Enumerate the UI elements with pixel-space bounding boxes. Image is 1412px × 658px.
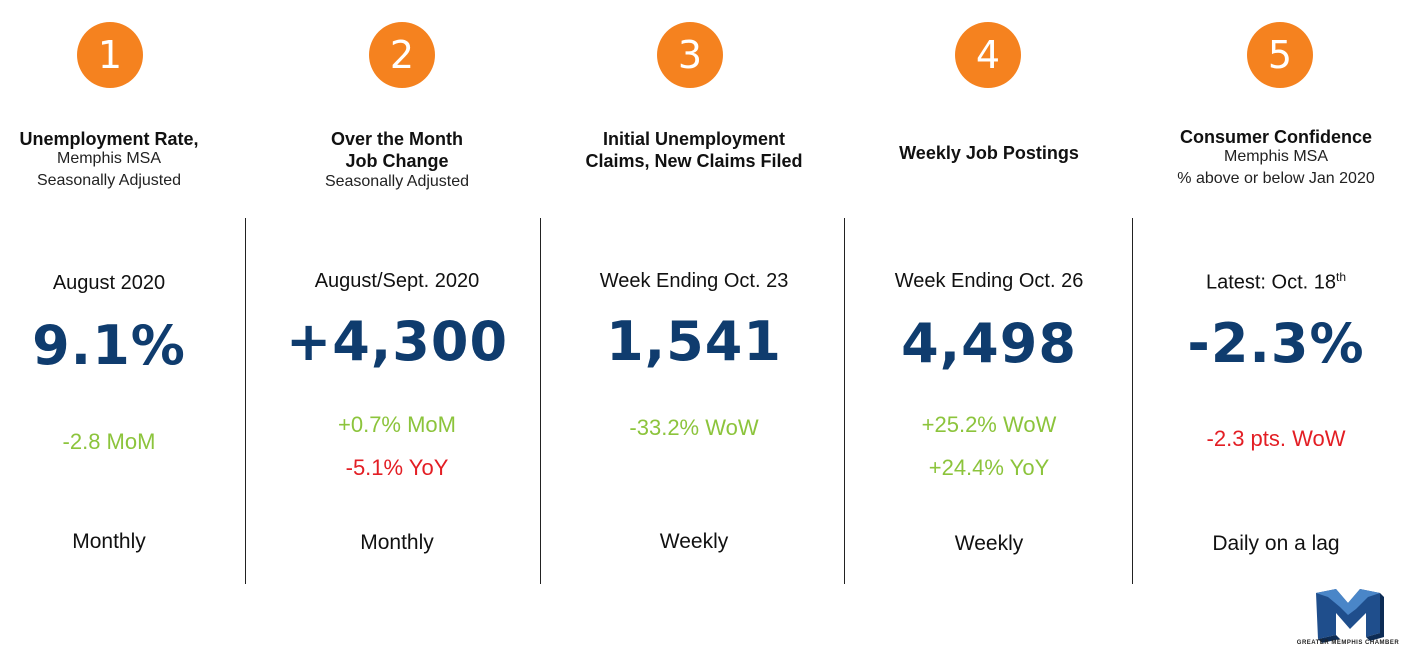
metric-value: 4,498: [901, 312, 1077, 375]
metric-subtitle-line: Memphis MSA: [1223, 148, 1329, 165]
metric-change: -2.3 pts. WoW: [1206, 426, 1346, 451]
metric-title: Initial Unemployment Claims, New Claims …: [548, 128, 840, 172]
metric-column-unemployment-rate: 1 Unemployment Rate, Memphis MSA Seasona…: [0, 0, 218, 600]
step-number-badge: 1: [77, 22, 143, 88]
metric-subtitle: Seasonally Adjusted: [252, 171, 542, 193]
metric-frequency: Daily on a lag: [1212, 532, 1340, 555]
metric-change: +0.7% MoM: [338, 412, 456, 437]
metric-change: -2.8 MoM: [62, 429, 156, 454]
column-divider: [540, 218, 541, 584]
metric-value: -2.3%: [1187, 312, 1365, 375]
metric-frequency: Monthly: [72, 530, 146, 553]
metric-title: Unemployment Rate,: [0, 128, 218, 150]
metric-change: +25.2% WoW: [921, 412, 1057, 437]
metric-title-line: Claims, New Claims Filed: [585, 151, 803, 171]
metric-subtitle: Memphis MSA Seasonally Adjusted: [0, 148, 218, 192]
metric-frequency: Monthly: [360, 531, 434, 554]
metric-title-line: Consumer Confidence: [1179, 127, 1373, 147]
metric-period: Week Ending Oct. 23: [599, 270, 789, 292]
logo-wordmark: GREATER MEMPHIS CHAMBER: [1296, 640, 1400, 646]
metric-period: August/Sept. 2020: [314, 270, 480, 292]
metric-frequency: Weekly: [659, 530, 729, 553]
metric-title-line: Unemployment Rate,: [19, 129, 199, 149]
metric-subtitle-line: Seasonally Adjusted: [36, 172, 182, 189]
metric-column-consumer-confidence: 5 Consumer Confidence Memphis MSA % abov…: [1140, 0, 1412, 600]
metric-period: Week Ending Oct. 26: [894, 270, 1084, 292]
metric-value: 9.1%: [32, 314, 186, 377]
metric-title: Over the Month Job Change: [252, 128, 542, 172]
metric-period: Latest: Oct. 18th: [1140, 270, 1412, 295]
metric-change: +24.4% YoY: [928, 455, 1050, 480]
memphis-chamber-m-logo-icon: [1316, 589, 1384, 643]
metric-title-line: Over the Month: [330, 129, 463, 149]
column-divider: [844, 218, 845, 584]
metric-column-job-postings: 4 Weekly Job Postings Week Ending Oct. 2…: [848, 0, 1130, 600]
metric-title-line: Initial Unemployment: [602, 129, 786, 149]
metric-column-job-change: 2 Over the Month Job Change Seasonally A…: [252, 0, 542, 600]
step-number-badge: 3: [657, 22, 723, 88]
metric-title: Consumer Confidence: [1140, 126, 1412, 148]
column-divider: [1132, 218, 1133, 584]
step-number-badge: 2: [369, 22, 435, 88]
step-number-badge: 4: [955, 22, 1021, 88]
column-divider: [245, 218, 246, 584]
metric-subtitle-line: % above or below Jan 2020: [1177, 170, 1375, 187]
metric-title-line: Job Change: [345, 151, 449, 171]
metric-title-line: Weekly Job Postings: [899, 143, 1079, 163]
metric-frequency: Weekly: [954, 532, 1024, 555]
metric-period-text: Latest: Oct. 18: [1205, 271, 1337, 294]
metric-value: +4,300: [285, 310, 509, 373]
metric-subtitle: Memphis MSA % above or below Jan 2020: [1140, 146, 1412, 190]
metric-period-superscript: th: [1336, 270, 1347, 284]
metric-change: -33.2% WoW: [629, 415, 759, 440]
metric-period: August 2020: [52, 272, 166, 294]
metric-value: 1,541: [606, 310, 782, 373]
metric-subtitle-line: Memphis MSA: [56, 150, 162, 167]
metric-change: -5.1% YoY: [345, 455, 449, 480]
metric-title: Weekly Job Postings: [848, 142, 1130, 164]
metric-subtitle-line: Seasonally Adjusted: [324, 173, 470, 190]
metric-column-unemployment-claims: 3 Initial Unemployment Claims, New Claim…: [548, 0, 840, 600]
step-number-badge: 5: [1247, 22, 1313, 88]
